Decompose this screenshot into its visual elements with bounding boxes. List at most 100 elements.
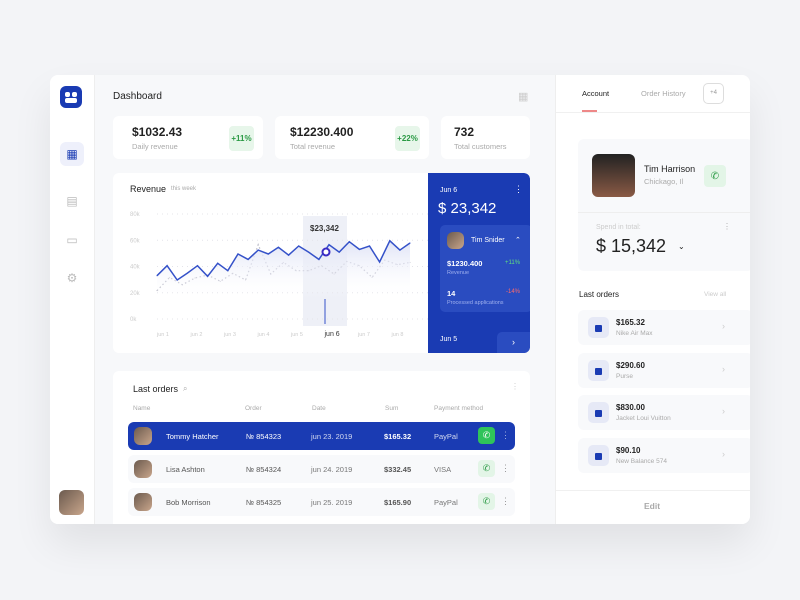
order-item[interactable]: $830.00 Jacket Loui Vuitton › xyxy=(578,395,750,430)
table-row[interactable]: Tommy Hatcher № 854323 jun 23. 2019 $165… xyxy=(128,422,515,450)
order-item-name: New Balance 574 xyxy=(616,457,667,465)
cell-payment: VISA xyxy=(434,465,452,474)
more-icon[interactable]: ⋮ xyxy=(501,430,510,440)
x-tick-label: jun 5 xyxy=(290,332,303,338)
stat-value: $12230.400 xyxy=(290,125,354,139)
more-icon[interactable]: ⋮ xyxy=(511,382,519,391)
x-tick-label: jun 3 xyxy=(223,332,236,338)
cell-sum: $165.90 xyxy=(384,498,412,507)
order-item[interactable]: $90.10 New Balance 574 › xyxy=(578,437,750,473)
view-all-link[interactable]: View all xyxy=(704,291,727,298)
data-point xyxy=(328,244,330,246)
search-icon[interactable]: ⌕ xyxy=(183,384,188,393)
x-tick-label: jun 7 xyxy=(357,332,370,338)
table-row[interactable]: Lisa Ashton № 854324 jun 24. 2019 $332.4… xyxy=(128,455,515,483)
call-button[interactable]: ✆ xyxy=(478,460,495,477)
data-point xyxy=(227,270,229,272)
stat-change: +22% xyxy=(395,126,420,151)
panel-date: Jun 6 xyxy=(440,187,458,194)
order-item-name: Nike Air Max xyxy=(616,330,653,337)
stat-total-revenue: $12230.400 Total revenue +22% xyxy=(275,116,429,159)
order-item-name: Jacket Loui Vuitton xyxy=(616,415,671,422)
stat-daily-revenue: $1032.43 Daily revenue +11% xyxy=(113,116,263,159)
person-name: Tim Snider xyxy=(471,237,505,244)
more-icon[interactable]: ⋮ xyxy=(501,463,510,473)
data-point xyxy=(399,249,401,251)
revenue-change: +11% xyxy=(505,260,521,266)
chevron-down-icon[interactable]: ⌄ xyxy=(678,242,685,251)
divider xyxy=(578,212,750,213)
data-point xyxy=(176,279,178,281)
dashboard-nav-icon[interactable]: ▦ xyxy=(60,142,84,166)
user-avatar[interactable] xyxy=(59,490,84,515)
y-tick-label: 0k xyxy=(130,317,137,323)
call-button[interactable]: ✆ xyxy=(478,493,495,510)
stat-label: Daily revenue xyxy=(132,142,178,151)
data-point xyxy=(358,248,360,250)
tab-order-history[interactable]: Order History xyxy=(641,89,686,98)
cell-payment: PayPal xyxy=(434,432,458,441)
chevron-right-icon: › xyxy=(722,321,725,331)
stat-label: Total customers xyxy=(454,142,507,151)
messages-nav-icon[interactable]: ▤ xyxy=(66,194,78,208)
customer-city: Chickago, Il xyxy=(644,177,684,186)
page-title: Dashboard xyxy=(113,91,162,102)
chart-subtitle: this week xyxy=(171,186,197,192)
y-tick-label: 60k xyxy=(130,238,141,244)
table-row[interactable]: Bob Morrison № 854325 jun 25. 2019 $165.… xyxy=(128,488,515,516)
stat-change: +11% xyxy=(229,126,254,151)
edit-button[interactable]: Edit xyxy=(644,501,661,511)
order-item[interactable]: $290.60 Purse › xyxy=(578,352,750,388)
order-item[interactable]: $165.32 Nike Air Max › xyxy=(578,310,750,345)
person-avatar xyxy=(447,232,464,249)
settings-nav-icon[interactable]: ⚙ xyxy=(66,271,78,285)
data-point xyxy=(186,272,188,274)
col-order: Order xyxy=(245,405,262,412)
col-name: Name xyxy=(133,405,151,412)
app-window: ▦ ▤ ▭ ⚙ Dashboard ▦ $1032.43 Daily reven… xyxy=(50,75,750,524)
spend-label: Spend in total: xyxy=(596,224,641,231)
chevron-up-icon[interactable]: ⌃ xyxy=(515,237,521,244)
data-point xyxy=(379,261,381,263)
wallet-nav-icon[interactable]: ▭ xyxy=(66,233,78,247)
stat-total-customers: 732 Total customers xyxy=(441,116,530,159)
data-point xyxy=(196,265,198,267)
data-point xyxy=(277,246,279,248)
data-point xyxy=(338,251,340,253)
data-point xyxy=(298,245,300,247)
cell-sum: $332.45 xyxy=(384,465,412,474)
stat-value: 732 xyxy=(454,125,475,139)
apps-change: -14% xyxy=(506,289,521,295)
logo-icon[interactable] xyxy=(60,86,82,108)
person-card: Tim Snider ⌃ $1230.400 +11% Revenue 14 -… xyxy=(440,225,530,312)
apps-label: Processed applications xyxy=(447,300,504,306)
y-tick-label: 80k xyxy=(130,212,141,218)
grid-icon[interactable]: ▦ xyxy=(518,91,529,103)
selected-point[interactable] xyxy=(321,247,331,257)
cell-order: № 854325 xyxy=(246,498,282,507)
sidebar: ▦ ▤ ▭ ⚙ xyxy=(50,75,95,524)
x-tick-label: jun 2 xyxy=(190,332,203,338)
call-button[interactable]: ✆ xyxy=(478,427,495,444)
more-icon[interactable]: ⋮ xyxy=(514,184,523,194)
order-item-name: Purse xyxy=(616,372,633,380)
more-tabs-button[interactable]: +4 xyxy=(703,83,724,104)
cell-name: Lisa Ashton xyxy=(166,465,205,474)
shopping-bag-icon xyxy=(588,444,609,466)
day-detail-panel: Jun 6 ⋮ $ 23,342 Tim Snider ⌃ $1230.400 … xyxy=(428,173,530,353)
data-point xyxy=(288,254,290,256)
order-sum: $290.60 xyxy=(616,360,645,370)
stat-value: $1032.43 xyxy=(132,125,183,139)
more-icon[interactable]: ⋮ xyxy=(723,222,731,231)
more-icon[interactable]: ⋮ xyxy=(501,496,510,506)
cell-name: Bob Morrison xyxy=(166,498,211,507)
data-point xyxy=(237,253,239,255)
customer-avatar xyxy=(134,427,152,445)
data-point xyxy=(207,275,209,277)
call-customer-button[interactable]: ✆ xyxy=(704,165,726,187)
revenue-chart-card: Revenue this week 0k 20k 40k 60k 80k jun 1 jun… xyxy=(113,173,530,353)
chart-title: Revenue xyxy=(130,184,167,194)
tab-account[interactable]: Account xyxy=(582,89,610,98)
cell-payment: PayPal xyxy=(434,498,458,507)
next-day-button[interactable]: › xyxy=(497,332,530,353)
